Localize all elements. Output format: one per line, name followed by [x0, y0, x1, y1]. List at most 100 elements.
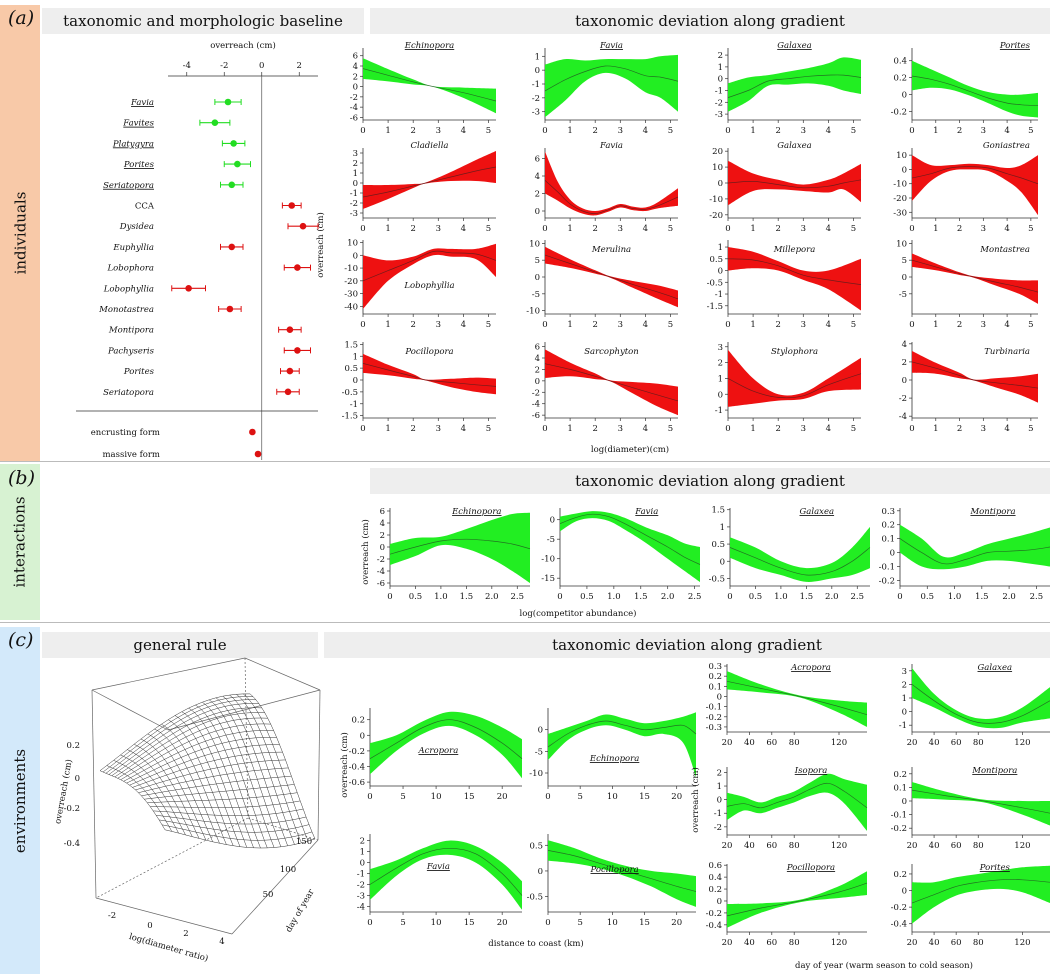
dist-chart-1-xtick-label-4: 20 — [671, 792, 682, 802]
int-chart-1-mean-line — [559, 513, 701, 565]
dist-chart-3-xtick-label-2: 10 — [607, 918, 618, 928]
ind-chart-11-xtick-label-3: 3 — [981, 320, 986, 330]
day-ylabel: overreach (cm) — [690, 767, 701, 833]
baseline-point-12 — [294, 347, 301, 354]
day-chart-1-xtick-label-0: 20 — [907, 738, 918, 748]
day-chart-0-xtick-label-0: 20 — [722, 738, 733, 748]
baseline-point-13 — [286, 367, 294, 375]
day-xlabel: day of year (warm season to cold season) — [795, 960, 973, 971]
ind-chart-3-xtick-label-4: 4 — [1004, 126, 1009, 136]
day-chart-5-xtick-label-1: 40 — [929, 938, 940, 948]
ind-chart-13-band — [545, 349, 678, 416]
dist-chart-0-mean-line — [369, 719, 523, 760]
ind-chart-3-ytick-label-2: 0 — [902, 91, 907, 101]
ind-chart-title-2: Galaxea — [777, 41, 812, 51]
ind-chart-10-xtick-label-0: 0 — [725, 320, 730, 330]
dist-chart-2-ytick-label-2: 0 — [360, 859, 365, 869]
ind-chart-1-xtick-label-4: 4 — [643, 126, 648, 136]
ind-chart-1-ytick-label-1: 0 — [535, 66, 540, 76]
int-chart-3-ytick-label-3: 0 — [890, 549, 895, 559]
ind-chart-9-ytick-label-1: 5 — [535, 256, 540, 266]
surface-ytick-2: 150 — [296, 837, 312, 847]
surface-mesh-v-13 — [138, 767, 289, 793]
dist-chart-2-xtick-label-4: 20 — [497, 918, 508, 928]
ind-chart-10-mean-line — [727, 258, 862, 285]
ind-ylabel: overreach (cm) — [315, 212, 326, 278]
ind-chart-11-ytick-label-3: -5 — [899, 290, 907, 300]
day-chart-4-ytick-label-1: 0.4 — [708, 873, 722, 883]
day-chart-3-xtick-label-4: 120 — [1014, 841, 1030, 851]
day-chart-5-band — [912, 865, 1050, 924]
baseline-point-3 — [234, 160, 241, 168]
day-chart-2-ytick-label-2: 0 — [717, 796, 722, 806]
day-chart-1-xtick-label-1: 40 — [929, 738, 940, 748]
day-chart-title-1: Galaxea — [978, 663, 1013, 673]
int-chart-title-0: Echinopora — [451, 507, 501, 517]
ind-chart-3-ytick-label-1: 0.2 — [893, 74, 907, 84]
int-chart-1-xtick-label-0: 0 — [557, 592, 562, 602]
ind-chart-8-xtick-label-1: 1 — [385, 320, 390, 330]
ind-chart-11-ytick-label-1: 5 — [902, 256, 907, 266]
ind-chart-1-xtick-label-5: 5 — [668, 126, 673, 136]
dist-chart-2-mean-line — [369, 847, 523, 896]
ind-chart-2-xtick-label-3: 3 — [801, 126, 806, 136]
day-chart-title-4: Pocillopora — [786, 863, 835, 873]
ind-chart-7-band — [912, 155, 1038, 216]
int-chart-2-xtick-label-1: 0.5 — [749, 592, 763, 602]
baseline-point-2 — [230, 140, 237, 147]
ind-chart-0-xtick-label-2: 2 — [410, 126, 415, 136]
ind-chart-title-5: Favia — [599, 141, 623, 151]
ind-chart-0-ytick-label-5: -4 — [350, 103, 358, 113]
ind-chart-2-ytick-label-4: -2 — [715, 98, 723, 108]
ind-chart-7-xtick-label-4: 4 — [1004, 224, 1009, 234]
int-chart-0-ytick-label-2: 2 — [380, 531, 385, 541]
ind-chart-8-mean-line — [362, 250, 497, 282]
ind-chart-title-3: Porites — [999, 41, 1031, 51]
baseline-xtick-label-3: 2 — [297, 61, 302, 71]
header-a-left: taxonomic and morphologic baseline — [42, 8, 364, 34]
ind-chart-10-ytick-label-5: -1.5 — [707, 302, 723, 312]
panel-letter-a: (a) — [8, 7, 35, 29]
ind-chart-10-ytick-label-0: 1 — [718, 243, 723, 253]
ind-chart-6-ytick-label-0: 20 — [712, 147, 723, 157]
ind-chart-11-ytick-label-2: 0 — [902, 273, 907, 283]
ind-chart-7-xtick-label-5: 5 — [1028, 224, 1033, 234]
baseline-row-label-14: Seriatopora — [103, 388, 154, 398]
ind-chart-15-xtick-label-4: 4 — [1004, 424, 1009, 434]
int-chart-3-xtick-label-0: 0 — [897, 592, 902, 602]
day-chart-0-mean-line — [726, 680, 868, 716]
ind-chart-10-xtick-label-4: 4 — [826, 320, 831, 330]
ind-chart-13-ytick-label-2: 2 — [535, 365, 540, 375]
surface-xtick-3: 4 — [219, 937, 224, 947]
ind-chart-9-xtick-label-3: 3 — [618, 320, 623, 330]
day-chart-2-xtick-label-0: 20 — [722, 841, 733, 851]
day-chart-title-3: Montipora — [971, 766, 1017, 776]
dist-chart-2-xtick-label-0: 0 — [367, 918, 372, 928]
surface-mesh-v-15 — [144, 784, 295, 800]
ind-chart-14-ytick-label-2: 1 — [718, 374, 723, 384]
dist-chart-3-ytick-label-2: -0.5 — [527, 893, 543, 903]
ind-chart-1-ytick-label-0: 1 — [535, 52, 540, 62]
dist-chart-2-band — [370, 840, 522, 910]
ind-chart-10-ytick-label-4: -1 — [715, 290, 723, 300]
int-chart-title-2: Galaxea — [800, 507, 835, 517]
baseline-row-label-5: CCA — [135, 202, 155, 212]
ind-chart-title-6: Galaxea — [777, 141, 812, 151]
ind-chart-4-xtick-label-0: 0 — [360, 224, 365, 234]
day-chart-2-ytick-label-3: -1 — [714, 809, 722, 819]
ind-chart-11-band — [912, 253, 1038, 304]
ind-chart-15-xtick-label-2: 2 — [957, 424, 962, 434]
surface-box-line-4 — [91, 689, 97, 899]
day-chart-4-ytick-label-2: 0.2 — [708, 885, 722, 895]
surface-mesh-v-18 — [153, 808, 304, 816]
surface-group — [91, 657, 321, 935]
divider-ab — [0, 461, 1050, 462]
ind-chart-12-xtick-label-5: 5 — [486, 424, 491, 434]
day-chart-3-xtick-label-0: 20 — [907, 841, 918, 851]
int-xlabel: log(competitor abundance) — [520, 608, 637, 619]
day-chart-1-ytick-label-2: 1 — [902, 694, 907, 704]
day-chart-1-mean-line — [911, 684, 1050, 724]
day-chart-0-ytick-label-5: -0.2 — [706, 713, 722, 723]
baseline-row-label-13: Porites — [123, 367, 155, 377]
ind-chart-0-ytick-label-3: 0 — [353, 83, 358, 93]
